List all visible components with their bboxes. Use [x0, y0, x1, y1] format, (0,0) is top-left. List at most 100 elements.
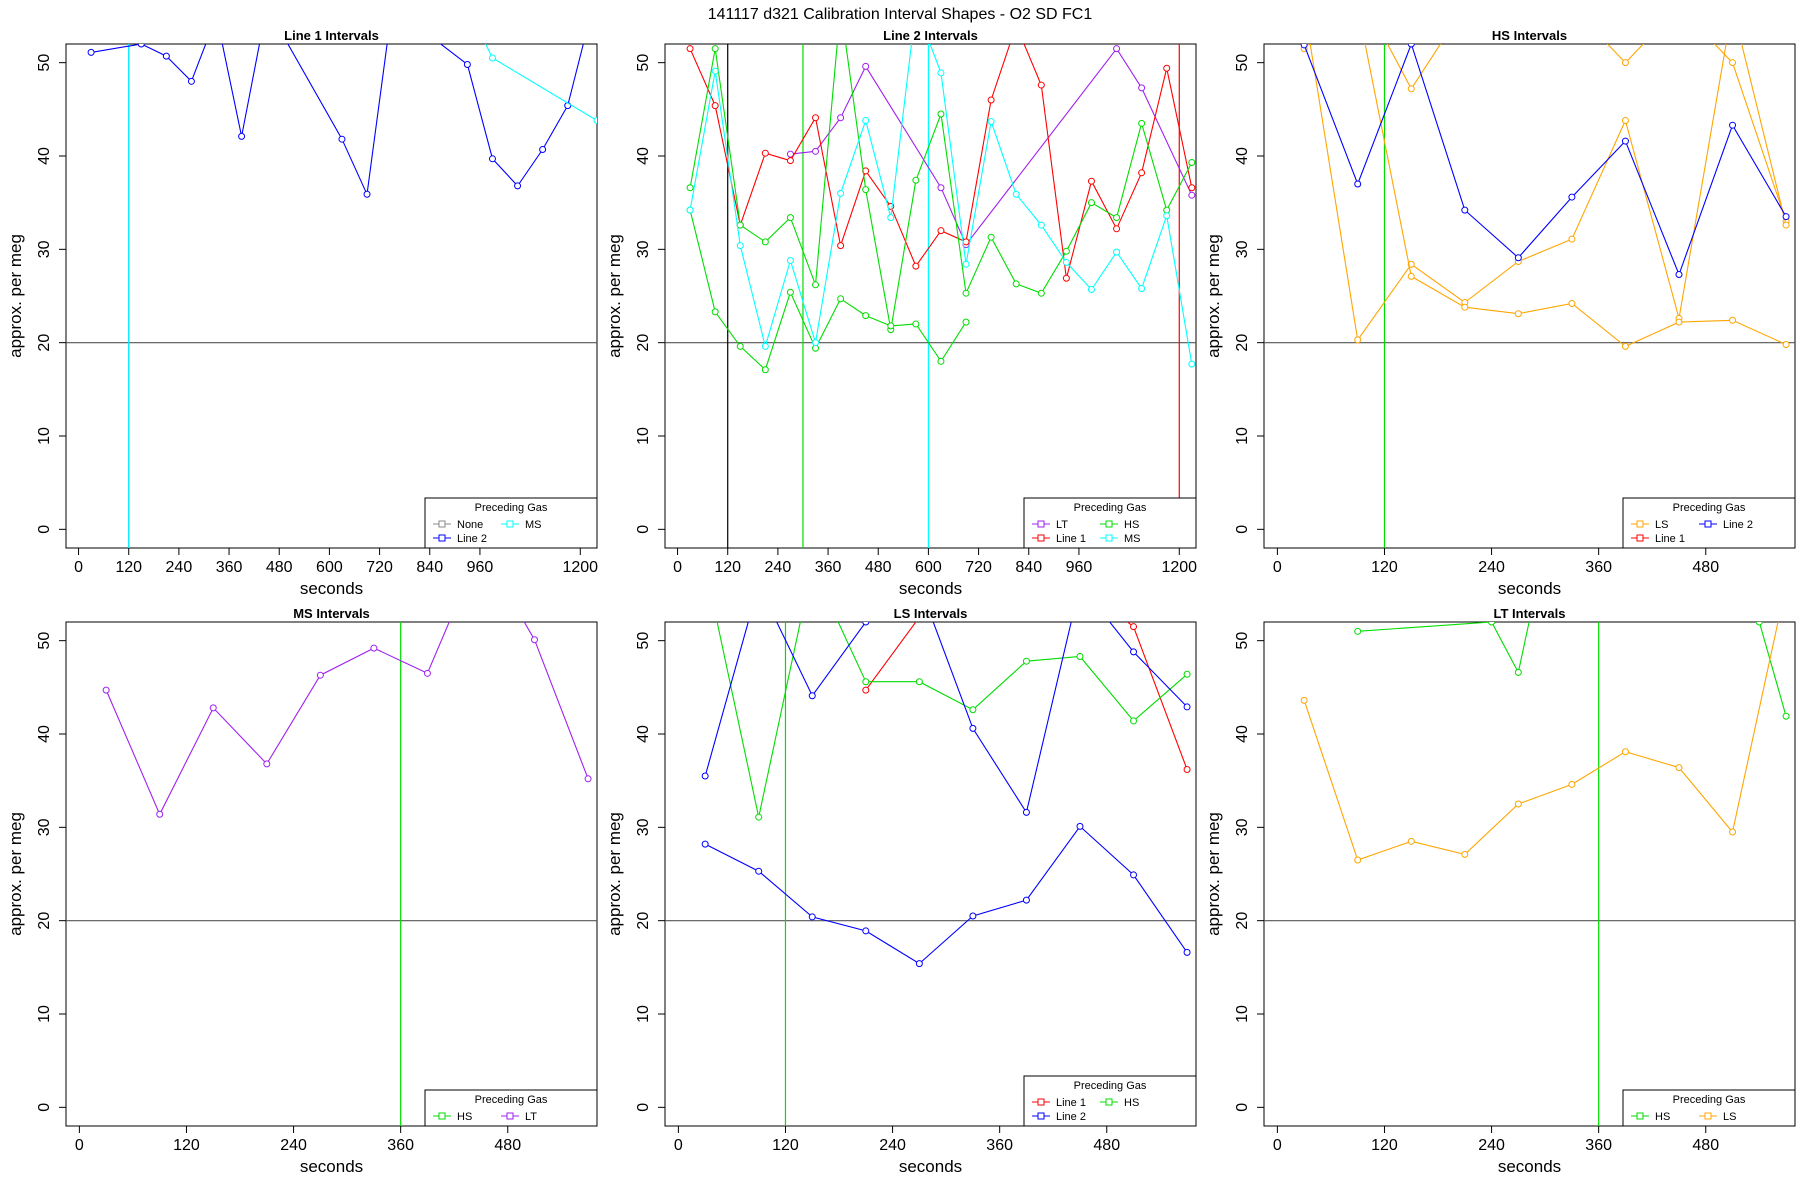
- series-point: [736, 242, 744, 250]
- y-tick-label: 40: [635, 147, 652, 165]
- chart-title: LT Intervals: [1493, 606, 1565, 621]
- series-point: [214, 13, 220, 19]
- series-point: [711, 45, 719, 53]
- chart-panel-6: LT Intervals 0 120 240 360 480 seconds 0 10 20 30 4…: [1204, 544, 1796, 1176]
- legend-swatch-marker: [1037, 1112, 1045, 1120]
- legend-label: Line 2: [1723, 519, 1753, 531]
- legend-title: Preceding Gas: [1074, 502, 1147, 514]
- series-point: [514, 182, 522, 190]
- x-axis-label: seconds: [1498, 1157, 1561, 1176]
- series-point: [1461, 303, 1469, 311]
- y-tick-label: 40: [36, 725, 53, 743]
- series-point: [1163, 212, 1171, 220]
- x-tick-label: 1200: [562, 559, 598, 576]
- series-point: [1022, 808, 1030, 816]
- legend-swatch-marker: [506, 1112, 514, 1120]
- series-point: [1113, 248, 1121, 256]
- series-point: [464, 4, 470, 10]
- panels: Line 1 Intervals 0 120 240 360 480 600 720 840 96…: [6, 4, 1796, 1176]
- series-point: [1515, 4, 1521, 10]
- figure-title: 141117 d321 Calibration Interval Shapes …: [708, 6, 1093, 23]
- chart-panel-4: MS Intervals 0 120 240 360 480 seconds 0 10 20 30 4…: [6, 606, 598, 1176]
- legend-label: MS: [525, 519, 542, 531]
- series-point: [1188, 360, 1196, 368]
- chart-panel-3: HS Intervals 0 120 240 360 480 seconds 0 10 20 30 4…: [1204, 4, 1796, 598]
- legend-swatch-marker: [1704, 520, 1712, 528]
- series-line: [704, 622, 1188, 814]
- legend-label: LT: [525, 1111, 537, 1123]
- series-point: [686, 206, 694, 214]
- series-point: [1113, 225, 1121, 233]
- series-point: [1461, 206, 1469, 214]
- series-point: [1138, 119, 1146, 127]
- series-point: [1354, 180, 1362, 188]
- series-point: [1130, 717, 1138, 725]
- series-point: [970, 582, 976, 588]
- x-tick-label: 240: [1478, 1137, 1505, 1154]
- y-tick-label: 30: [36, 818, 53, 836]
- series-point: [761, 149, 769, 157]
- series-point: [1621, 59, 1629, 67]
- plot-frame: [664, 621, 1197, 1127]
- series-point: [1138, 169, 1146, 177]
- series-point: [812, 339, 820, 347]
- series-point: [711, 67, 719, 75]
- series-point: [1783, 582, 1789, 588]
- y-tick-label: 0: [1234, 525, 1251, 534]
- series-point: [1300, 696, 1308, 704]
- legend-swatch-marker: [1105, 534, 1113, 542]
- y-tick-label: 10: [36, 427, 53, 445]
- y-tick-label: 10: [1234, 427, 1251, 445]
- series-point: [264, 4, 270, 10]
- series-point: [1462, 4, 1468, 10]
- y-tick-label: 0: [36, 1103, 53, 1112]
- series-point: [1013, 22, 1019, 28]
- legend-label: MS: [1124, 533, 1141, 545]
- x-tick-label: 360: [815, 559, 842, 576]
- legend-label: None: [457, 519, 483, 531]
- series-point: [1087, 199, 1095, 207]
- series-point: [755, 813, 763, 821]
- series-point: [755, 867, 763, 875]
- y-tick-label: 50: [635, 54, 652, 72]
- series-point: [1138, 84, 1146, 92]
- series-point: [1300, 44, 1308, 49]
- y-tick-label: 40: [36, 147, 53, 165]
- x-tick-label: 360: [1585, 559, 1612, 576]
- legend-swatch-marker: [438, 1112, 446, 1120]
- series-point: [316, 671, 324, 679]
- series-line: [105, 622, 589, 816]
- y-tick-label: 20: [1234, 912, 1251, 930]
- series-point: [1782, 341, 1790, 349]
- series-point: [1755, 622, 1763, 626]
- series-point: [1407, 272, 1415, 280]
- series-point: [1076, 653, 1084, 661]
- y-tick-label: 30: [1234, 818, 1251, 836]
- legend-label: LT: [1056, 519, 1068, 531]
- series-point: [1542, 544, 1548, 550]
- series-point: [969, 912, 977, 920]
- x-tick-label: 120: [1371, 1137, 1398, 1154]
- plot-frame: [664, 43, 1197, 549]
- x-tick-label: 360: [1585, 1137, 1612, 1154]
- x-tick-label: 480: [1692, 1137, 1719, 1154]
- y-tick-label: 0: [36, 525, 53, 534]
- series-point: [969, 724, 977, 732]
- series-point: [686, 45, 694, 53]
- series-point: [937, 69, 945, 77]
- series-line: [716, 622, 1188, 818]
- series-point: [1037, 289, 1045, 297]
- series-point: [1676, 4, 1682, 10]
- legend-title: Preceding Gas: [475, 1094, 548, 1106]
- y-axis-label: approx. per meg: [1204, 234, 1223, 358]
- y-tick-label: 10: [635, 1005, 652, 1023]
- series-point: [786, 157, 794, 165]
- series-point: [102, 686, 110, 694]
- series-point: [1062, 274, 1070, 282]
- y-tick-label: 0: [635, 1103, 652, 1112]
- series-point: [423, 669, 431, 677]
- y-tick-label: 20: [36, 334, 53, 352]
- x-axis-label: seconds: [300, 1157, 363, 1176]
- series-point: [756, 582, 762, 588]
